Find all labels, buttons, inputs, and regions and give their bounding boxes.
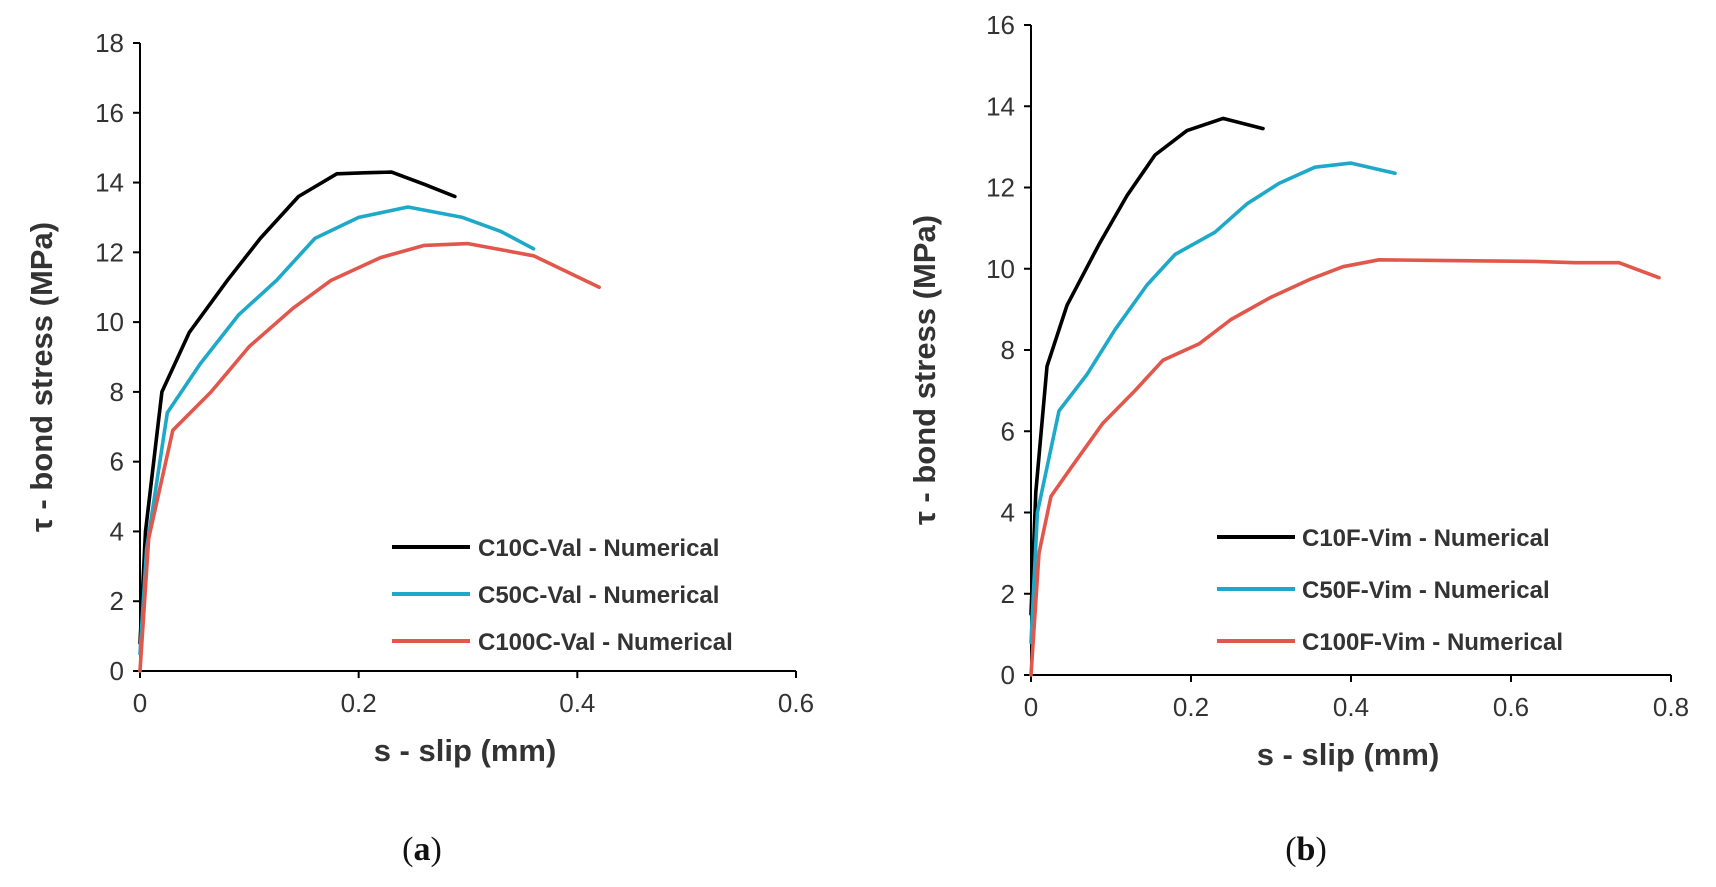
series-line-2 bbox=[138, 205, 536, 656]
y-tick-label: 4 bbox=[110, 516, 124, 546]
chart-panel-a: 0 2 4 6 8 10 12 14 16 18 0 0.2 0.4 0.6 s - slip (mm) τ … bbox=[24, 28, 814, 868]
x-tick-label: 0.8 bbox=[1653, 692, 1689, 722]
series-line-3 bbox=[1029, 257, 1661, 677]
panel-caption: (b) bbox=[1285, 831, 1327, 868]
x-tick-label: 0.4 bbox=[559, 688, 595, 718]
caption-letter: b bbox=[1297, 831, 1316, 868]
series-line-1 bbox=[1029, 116, 1265, 616]
y-tick-label: 16 bbox=[986, 10, 1015, 40]
x-tick-label: 0.6 bbox=[1493, 692, 1529, 722]
y-tick-label: 4 bbox=[1001, 498, 1015, 528]
y-tick-label: 12 bbox=[95, 237, 124, 267]
legend-label: C10F-Vim - Numerical bbox=[1302, 525, 1550, 552]
series-line-3 bbox=[138, 241, 602, 673]
y-tick-label: 14 bbox=[95, 168, 124, 198]
y-tick-label: 8 bbox=[1001, 335, 1015, 365]
y-tick-label: 0 bbox=[110, 656, 124, 686]
caption-close: ) bbox=[1315, 831, 1326, 868]
y-axis-title: τ - bond stress (MPa) bbox=[907, 215, 942, 525]
y-tick-label: 2 bbox=[1001, 579, 1015, 609]
y-tick-label: 18 bbox=[95, 28, 124, 58]
x-tick-label: 0.6 bbox=[778, 688, 814, 718]
legend-label: C10C-Val - Numerical bbox=[478, 535, 719, 562]
x-tick-label: 0 bbox=[133, 688, 147, 718]
x-tick-label: 0.4 bbox=[1333, 692, 1369, 722]
x-axis-title: s - slip (mm) bbox=[374, 733, 557, 768]
y-tick-label: 10 bbox=[986, 254, 1015, 284]
y-tick-label: 10 bbox=[95, 307, 124, 337]
caption-close: ) bbox=[431, 831, 442, 868]
legend-label: C50F-Vim - Numerical bbox=[1302, 577, 1550, 604]
x-axis-title: s - slip (mm) bbox=[1257, 737, 1440, 772]
x-tick-label: 0.2 bbox=[1173, 692, 1209, 722]
y-tick-label: 14 bbox=[986, 91, 1015, 121]
legend-label: C50C-Val - Numerical bbox=[478, 582, 719, 609]
y-tick-label: 16 bbox=[95, 98, 124, 128]
y-tick-label: 6 bbox=[110, 447, 124, 477]
caption-letter: a bbox=[414, 831, 431, 868]
caption-open: ( bbox=[1285, 831, 1296, 868]
series-line-2 bbox=[1029, 161, 1397, 645]
y-axis-title: τ - bond stress (MPa) bbox=[24, 222, 59, 532]
panel-caption: (a) bbox=[402, 831, 442, 868]
y-tick-label: 8 bbox=[110, 377, 124, 407]
series-line-1 bbox=[138, 170, 457, 645]
x-tick-label: 0.2 bbox=[341, 688, 377, 718]
x-tick-label: 0 bbox=[1024, 692, 1038, 722]
y-tick-label: 12 bbox=[986, 173, 1015, 203]
legend-label: C100F-Vim - Numerical bbox=[1302, 629, 1563, 656]
y-tick-label: 0 bbox=[1001, 660, 1015, 690]
y-tick-label: 6 bbox=[1001, 416, 1015, 446]
legend-label: C100C-Val - Numerical bbox=[478, 629, 733, 656]
legend: C10F-Vim - Numerical C50F-Vim - Numerical… bbox=[1217, 525, 1563, 656]
caption-open: ( bbox=[402, 831, 413, 868]
y-tick-label: 2 bbox=[110, 586, 124, 616]
legend: C10C-Val - Numerical C50C-Val - Numerical… bbox=[392, 535, 733, 656]
chart-panel-b: 0 2 4 6 8 10 12 14 16 0 0.2 0.4 0.6 0.8 s - slip (mm) τ… bbox=[907, 10, 1689, 868]
